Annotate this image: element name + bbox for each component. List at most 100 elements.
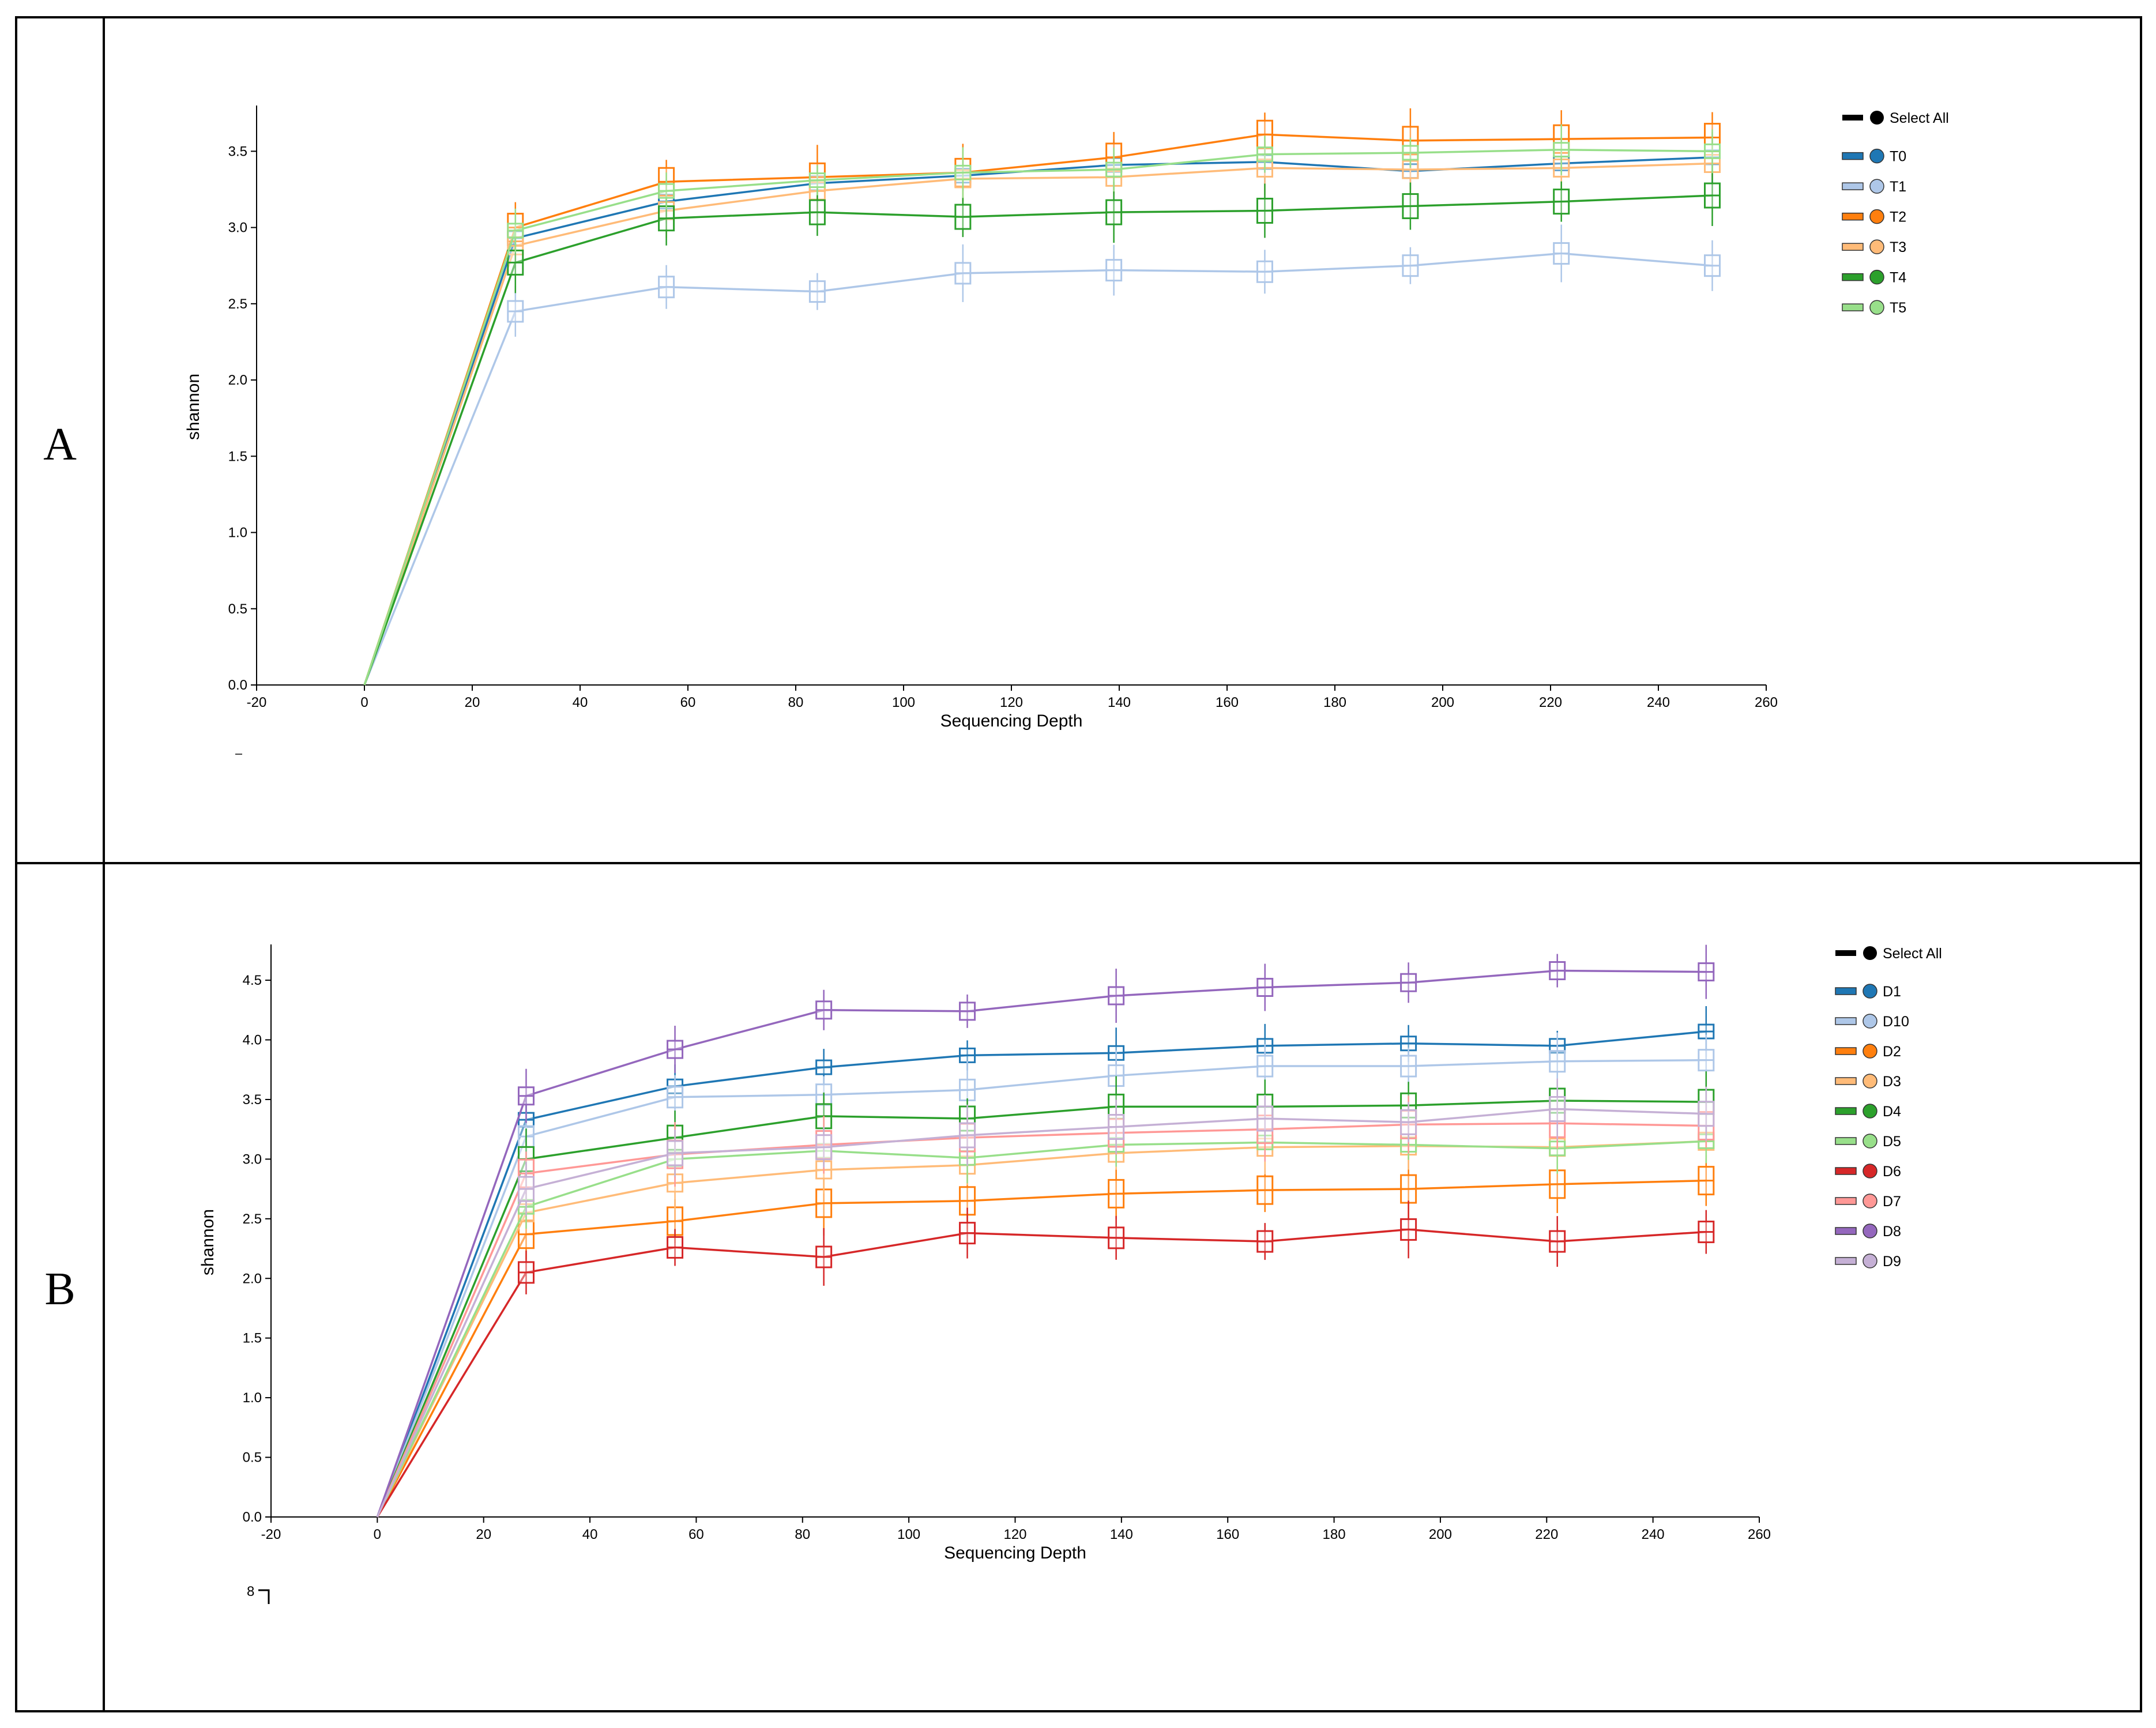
legend-label: D6: [1883, 1164, 1901, 1180]
x-tick-label: 60: [680, 695, 696, 710]
legend-label: T5: [1890, 300, 1906, 316]
series-D8: [376, 944, 1715, 1518]
legend-item-D2[interactable]: D2: [1835, 1044, 1901, 1060]
legend-swatch: [1835, 1017, 1857, 1025]
y-tick-label: 4.0: [243, 1033, 262, 1048]
x-tick-label: 120: [1003, 1527, 1026, 1542]
x-tick-label: 200: [1429, 1527, 1452, 1542]
series-T4: [363, 165, 1721, 686]
legend-item-D7[interactable]: D7: [1835, 1194, 1901, 1210]
y-axis-title: shannon: [184, 374, 203, 440]
x-axis-title: Sequencing Depth: [944, 1543, 1086, 1563]
legend-swatch: [1842, 243, 1864, 251]
series-line: [376, 1108, 1706, 1518]
legend-dot: [1862, 1104, 1877, 1119]
legend-dot: [1869, 300, 1884, 315]
series-line: [376, 1030, 1706, 1518]
x-tick-label: 120: [1000, 695, 1023, 710]
series-line: [376, 969, 1706, 1518]
x-tick-label: 200: [1431, 695, 1454, 710]
legend-select-all[interactable]: Select All: [1835, 946, 1942, 962]
x-tick-label: 80: [788, 695, 804, 710]
x-tick-label: 100: [897, 1527, 920, 1542]
legend-item-D4[interactable]: D4: [1835, 1104, 1901, 1120]
y-tick-label: 0.5: [228, 601, 247, 617]
series-line: [376, 1228, 1706, 1518]
series-T5: [363, 124, 1721, 686]
legend-label: T4: [1890, 270, 1906, 286]
chart-panel-a: -20 0 20 40 60 80 100 120 140 160 180 200 220 240 260 0…: [184, 106, 1949, 731]
legend: Select All D1 D10 D2 D3 D4 D5 D6 D7 D8 D9: [1835, 946, 1942, 1270]
legend-label: D1: [1883, 984, 1901, 1000]
legend-label: T3: [1890, 239, 1906, 255]
x-tick-label: 80: [795, 1527, 810, 1542]
series-line: [376, 1100, 1706, 1518]
x-tick-label: 180: [1323, 1527, 1346, 1542]
y-tick-label: 0.5: [243, 1450, 262, 1466]
series-line: [363, 194, 1713, 686]
legend: Select All T0 T1 T2 T3 T4 T5: [1842, 110, 1949, 316]
x-tick-label: 140: [1110, 1527, 1133, 1542]
legend-item-T5[interactable]: T5: [1842, 300, 1906, 316]
legend-label: D8: [1883, 1223, 1901, 1240]
y-tick-label: 0.0: [243, 1509, 262, 1525]
legend-swatch: [1842, 303, 1864, 311]
y-tick-label: 1.0: [228, 525, 247, 541]
legend-label: T2: [1890, 209, 1906, 225]
y-tick-label: 1.5: [228, 449, 247, 464]
series-line: [376, 1179, 1706, 1518]
y-tick-label: 3.0: [243, 1151, 262, 1167]
legend-item-D3[interactable]: D3: [1835, 1074, 1901, 1090]
x-axis-title: Sequencing Depth: [940, 711, 1083, 731]
legend-swatch: [1835, 1107, 1857, 1115]
legend-label: D10: [1883, 1014, 1909, 1030]
legend-select-all-dot: [1870, 111, 1884, 125]
y-tick-label: 1.5: [243, 1331, 262, 1346]
x-tick-label: -20: [261, 1527, 281, 1542]
legend-item-T0[interactable]: T0: [1842, 149, 1906, 165]
legend-label: D2: [1883, 1044, 1901, 1060]
series-line: [376, 1140, 1706, 1518]
legend-item-T4[interactable]: T4: [1842, 270, 1906, 286]
legend-swatch: [1842, 182, 1864, 190]
legend-item-T1[interactable]: T1: [1842, 179, 1906, 195]
legend-swatch: [1835, 1167, 1857, 1175]
panel-label-b: B: [44, 1264, 75, 1315]
legend-swatch: [1835, 1077, 1857, 1085]
legend-label: T1: [1890, 179, 1906, 195]
legend-item-D1[interactable]: D1: [1835, 984, 1901, 1000]
y-tick-label: 3.5: [228, 144, 247, 159]
series-T2: [363, 108, 1721, 686]
legend-select-all-swatch: [1835, 950, 1856, 956]
x-tick-label: 40: [582, 1527, 598, 1542]
legend-item-D5[interactable]: D5: [1835, 1134, 1901, 1150]
x-tick-label: 260: [1755, 695, 1778, 710]
series-D5: [376, 1119, 1715, 1518]
stray-axis-fragment: 8: [247, 1584, 254, 1599]
y-tick-label: 3.5: [243, 1092, 262, 1108]
series-D10: [376, 1032, 1715, 1518]
legend-item-D6[interactable]: D6: [1835, 1164, 1901, 1180]
legend-select-all[interactable]: Select All: [1842, 110, 1949, 126]
x-tick-label: 160: [1216, 695, 1239, 710]
legend-item-D10[interactable]: D10: [1835, 1014, 1909, 1030]
legend-dot: [1869, 269, 1884, 285]
x-tick-label: 100: [892, 695, 915, 710]
x-tick-label: 20: [465, 695, 480, 710]
legend-item-T2[interactable]: T2: [1842, 209, 1906, 225]
y-tick-label: 2.0: [228, 372, 247, 388]
legend-dot: [1862, 1074, 1877, 1089]
stray-axis-corner: [258, 1589, 270, 1604]
legend-dot: [1862, 1014, 1877, 1029]
legend-item-T3[interactable]: T3: [1842, 239, 1906, 255]
legend-item-D9[interactable]: D9: [1835, 1253, 1901, 1270]
legend-dot: [1869, 179, 1884, 194]
legend-dot: [1869, 239, 1884, 254]
legend-select-all-swatch: [1842, 115, 1863, 121]
series-line: [363, 133, 1713, 686]
legend-label: D5: [1883, 1134, 1901, 1150]
legend-item-D8[interactable]: D8: [1835, 1223, 1901, 1240]
legend-select-all-label: Select All: [1883, 946, 1942, 962]
series-T3: [363, 141, 1721, 686]
legend-swatch: [1835, 1137, 1857, 1145]
